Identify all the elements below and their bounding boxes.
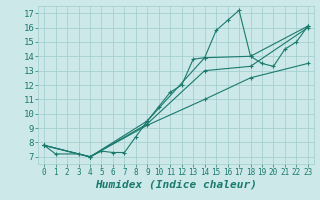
X-axis label: Humidex (Indice chaleur): Humidex (Indice chaleur) bbox=[95, 180, 257, 190]
